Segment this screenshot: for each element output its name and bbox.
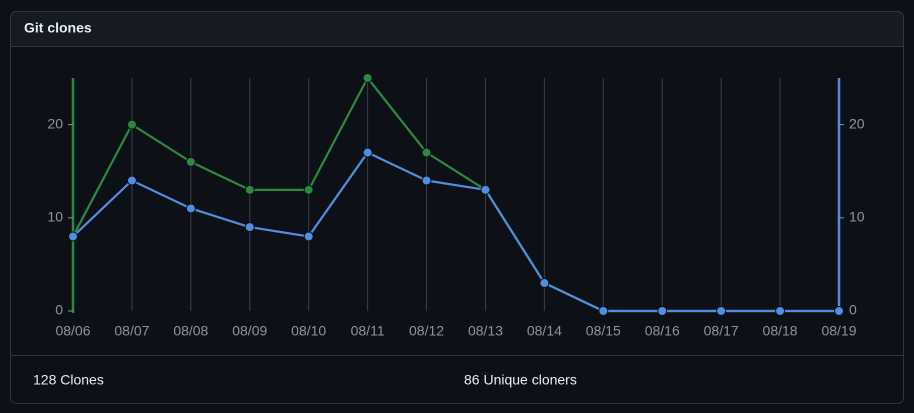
data-point (68, 231, 78, 242)
x-tick-label: 08/09 (232, 323, 267, 339)
y2-tick-label: 20 (849, 115, 865, 131)
data-point (244, 222, 255, 233)
data-point (834, 306, 844, 316)
data-point (421, 147, 432, 158)
x-tick-label: 08/16 (645, 323, 680, 339)
panel (10, 11, 904, 404)
y-tick-label: 20 (47, 115, 63, 131)
footer-item: 128 Clones (33, 372, 104, 388)
data-point (362, 147, 373, 158)
data-point (244, 184, 255, 195)
data-point (303, 184, 314, 195)
x-tick-label: 08/14 (527, 323, 562, 339)
data-point (775, 306, 786, 316)
data-point (421, 175, 432, 186)
data-point (716, 306, 727, 316)
x-tick-label: 08/07 (114, 323, 149, 339)
x-tick-label: 08/12 (409, 323, 444, 339)
data-point (185, 203, 196, 214)
x-tick-label: 08/11 (351, 323, 385, 339)
panel-header (10, 11, 904, 47)
data-point (303, 231, 314, 242)
data-point (126, 119, 137, 130)
x-tick-label: 08/13 (468, 323, 503, 339)
y2-tick-label: 10 (849, 209, 865, 225)
y-tick-label: 0 (55, 302, 63, 318)
footer-item: 86 Unique cloners (464, 372, 577, 388)
x-tick-label: 08/18 (763, 323, 798, 339)
data-point (657, 306, 668, 316)
data-point (598, 306, 609, 316)
panel-title: Git clones (24, 20, 92, 36)
chart: 08/06 08/07 08/08 08/09 08/10 08/11 08/12 08/13… (47, 73, 865, 339)
x-tick-label: 08/19 (821, 323, 856, 339)
x-tick-label: 08/10 (291, 323, 326, 339)
data-point (362, 73, 373, 83)
x-tick-label: 08/08 (173, 323, 208, 339)
data-point (126, 175, 137, 186)
data-point (539, 278, 550, 289)
y2-tick-label: 0 (849, 302, 857, 318)
x-tick-label: 08/06 (55, 323, 90, 339)
data-point (480, 184, 491, 195)
x-tick-label: 08/17 (704, 323, 739, 339)
data-point (185, 156, 196, 167)
y-tick-label: 10 (47, 209, 63, 225)
series-line (72, 151, 839, 313)
x-tick-label: 08/15 (586, 323, 621, 339)
